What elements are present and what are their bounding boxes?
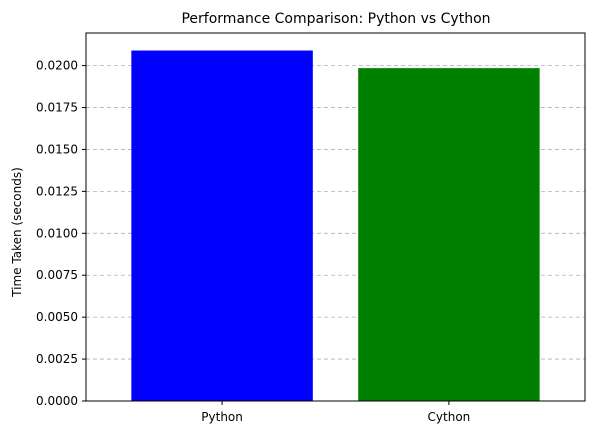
y-tick-label: 0.0125 — [36, 184, 78, 198]
axis-ticks: 0.0000 0.0025 0.0050 0.0075 0.0100 0.0125 0.01… — [36, 59, 470, 424]
plot-frame — [85, 32, 586, 402]
x-tick-label: Cython — [428, 410, 471, 424]
y-tick-label: 0.0175 — [36, 101, 78, 115]
chart-title: Performance Comparison: Python vs Cython — [181, 11, 490, 27]
y-tick-label: 0.0075 — [36, 268, 78, 282]
y-tick-label: 0.0100 — [36, 226, 78, 240]
bar-python — [131, 50, 313, 402]
y-tick-label: 0.0050 — [36, 310, 78, 324]
bar-cython — [358, 68, 540, 401]
y-tick-label: 0.0025 — [36, 352, 78, 366]
x-tick-label: Python — [201, 410, 243, 424]
y-tick-label: 0.0150 — [36, 142, 78, 156]
y-tick-label: 0.0000 — [36, 394, 78, 408]
y-axis-label: Time Taken (seconds) — [10, 167, 24, 298]
y-tick-label: 0.0200 — [36, 59, 78, 73]
bars — [131, 50, 540, 402]
